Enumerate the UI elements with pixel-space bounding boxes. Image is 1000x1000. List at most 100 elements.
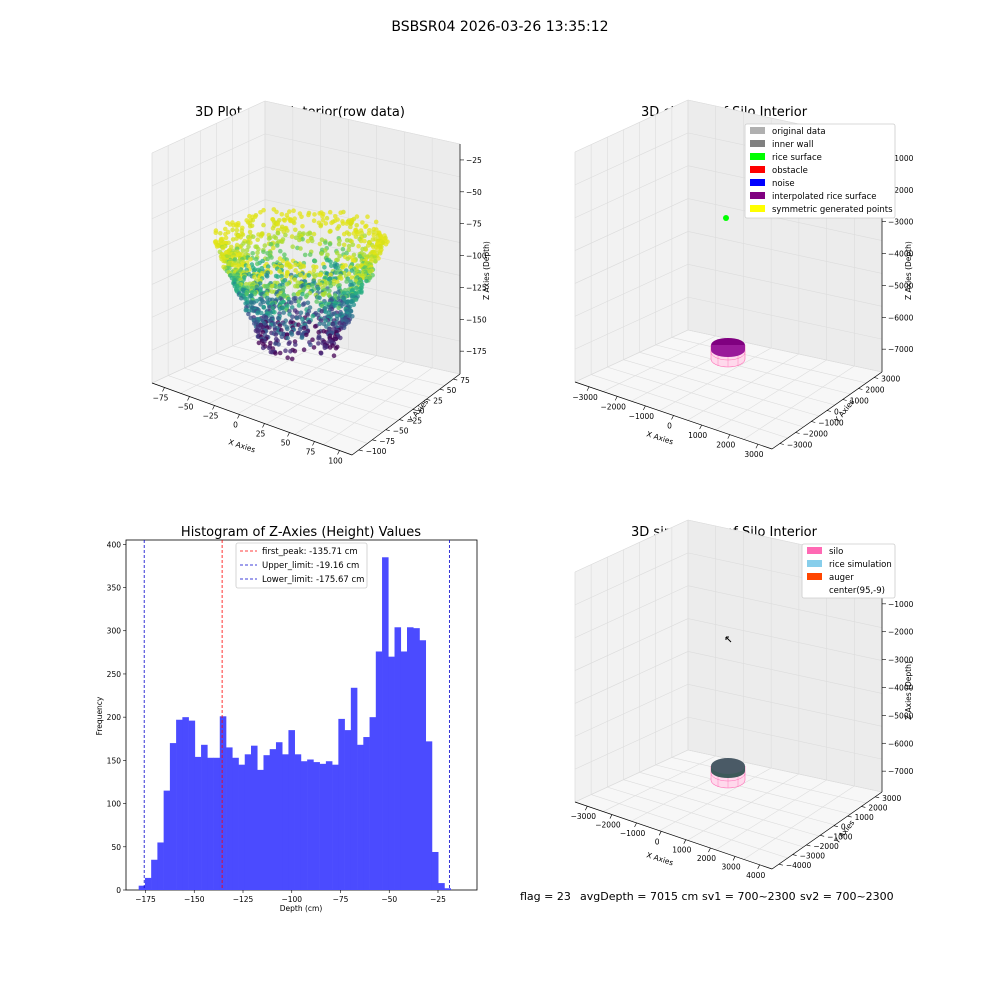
histogram-bar — [313, 762, 320, 890]
raw-point — [318, 223, 324, 229]
histogram-bar — [431, 851, 439, 890]
raw-point — [377, 251, 383, 256]
raw-point — [362, 238, 367, 244]
histogram-y-tick: 400 — [107, 540, 122, 549]
status-avg-depth: avgDepth = 7015 cm — [580, 890, 698, 903]
raw-x-tick: 50 — [281, 439, 291, 448]
raw-point — [354, 223, 360, 228]
raw-point — [285, 228, 290, 233]
simulation-x-tick: 0 — [655, 837, 660, 846]
simulation-silo-cylinder — [710, 758, 746, 789]
raw-point — [374, 227, 379, 232]
raw-point — [311, 231, 317, 237]
raw-point — [294, 310, 300, 315]
raw-point — [275, 230, 281, 236]
raw-point — [337, 238, 342, 243]
raw-point — [319, 309, 325, 314]
raw-point — [273, 351, 278, 356]
histogram-bar — [213, 757, 221, 890]
raw-point — [250, 218, 256, 223]
simulation-legend-label: rice simulation — [829, 560, 892, 570]
simulation-x-tick: 2000 — [697, 854, 716, 863]
raw-point — [345, 256, 351, 262]
raw-point — [253, 256, 259, 262]
raw-point — [240, 248, 246, 253]
histogram-bar — [375, 651, 383, 890]
histogram-bar — [201, 744, 208, 890]
raw-x-tick: −25 — [203, 412, 219, 421]
simulation-z-tick: −2000 — [888, 628, 914, 637]
raw-point — [298, 310, 304, 316]
raw-point — [328, 283, 334, 289]
raw-point — [248, 257, 253, 262]
classify-legend-label: noise — [772, 179, 795, 189]
simulation-x-tick: 4000 — [746, 871, 765, 880]
histogram-bar — [144, 877, 152, 890]
histogram-x-tick: −125 — [233, 895, 254, 904]
raw-point — [289, 234, 295, 239]
raw-point — [255, 310, 260, 316]
raw-point — [279, 327, 284, 333]
histogram-bar — [182, 717, 189, 890]
raw-point — [269, 284, 274, 289]
histogram-legend-label: Upper_limit: -19.16 cm — [262, 561, 359, 571]
histogram-y-tick: 200 — [107, 713, 122, 722]
raw-point — [273, 284, 279, 290]
classify-legend-swatch — [750, 192, 765, 199]
classify-x-tick: 0 — [667, 422, 672, 431]
raw-x-tick: 0 — [233, 421, 238, 430]
raw-point — [307, 319, 312, 325]
raw-point — [287, 209, 292, 214]
histogram-x-tick: −100 — [281, 895, 302, 904]
classify-z-tick: −5000 — [888, 281, 914, 290]
classify-y-tick: 0 — [834, 408, 839, 417]
raw-point — [341, 231, 347, 237]
raw-point — [274, 209, 279, 215]
histogram-bar — [425, 741, 433, 890]
raw-point — [327, 209, 333, 215]
raw-point — [338, 276, 344, 281]
raw-point — [313, 264, 319, 270]
raw-point — [276, 342, 281, 347]
raw-point — [268, 242, 274, 247]
raw-point — [317, 272, 323, 278]
histogram-bar — [219, 716, 227, 890]
raw-point — [279, 239, 285, 244]
raw-point — [234, 227, 240, 233]
raw-point — [239, 295, 244, 301]
histogram-bar — [257, 769, 264, 890]
histogram-x-tick: −25 — [430, 895, 446, 904]
histogram-y-tick: 150 — [107, 756, 122, 765]
classify-rice-surface-point — [723, 215, 729, 221]
classify-x-tick: −2000 — [601, 402, 627, 411]
raw-point — [348, 309, 354, 314]
simulation-plot: 3D simulation of Silo Interior −3000−200… — [571, 519, 914, 880]
raw-point — [329, 220, 334, 226]
raw-point — [326, 321, 332, 327]
classify-legend: original data inner wall rice surface obsta… — [744, 123, 896, 219]
classify-y-tick: 3000 — [881, 375, 900, 384]
classify-z-label: Z Axies (Depth) — [904, 241, 913, 300]
raw-point — [320, 218, 326, 223]
simulation-z-tick: −6000 — [888, 739, 914, 748]
raw-point — [279, 264, 284, 270]
raw-point — [320, 213, 325, 219]
raw-point — [329, 263, 334, 269]
raw-point — [348, 224, 353, 230]
histogram-bar — [338, 718, 345, 890]
raw-point — [351, 302, 357, 308]
raw-point — [316, 341, 321, 346]
simulation-x-tick: 1000 — [672, 846, 691, 855]
classify-x-tick: 3000 — [744, 450, 763, 459]
simulation-plot-axes-box — [574, 519, 883, 870]
raw-point — [247, 223, 253, 229]
raw-point — [290, 244, 296, 249]
raw-y-tick: 75 — [460, 376, 470, 385]
raw-point — [265, 256, 270, 262]
raw-point — [285, 355, 291, 361]
raw-point — [272, 310, 277, 315]
raw-point — [383, 241, 389, 247]
raw-point — [335, 279, 340, 285]
raw-point — [337, 253, 342, 259]
simulation-x-tick: 3000 — [722, 862, 741, 871]
